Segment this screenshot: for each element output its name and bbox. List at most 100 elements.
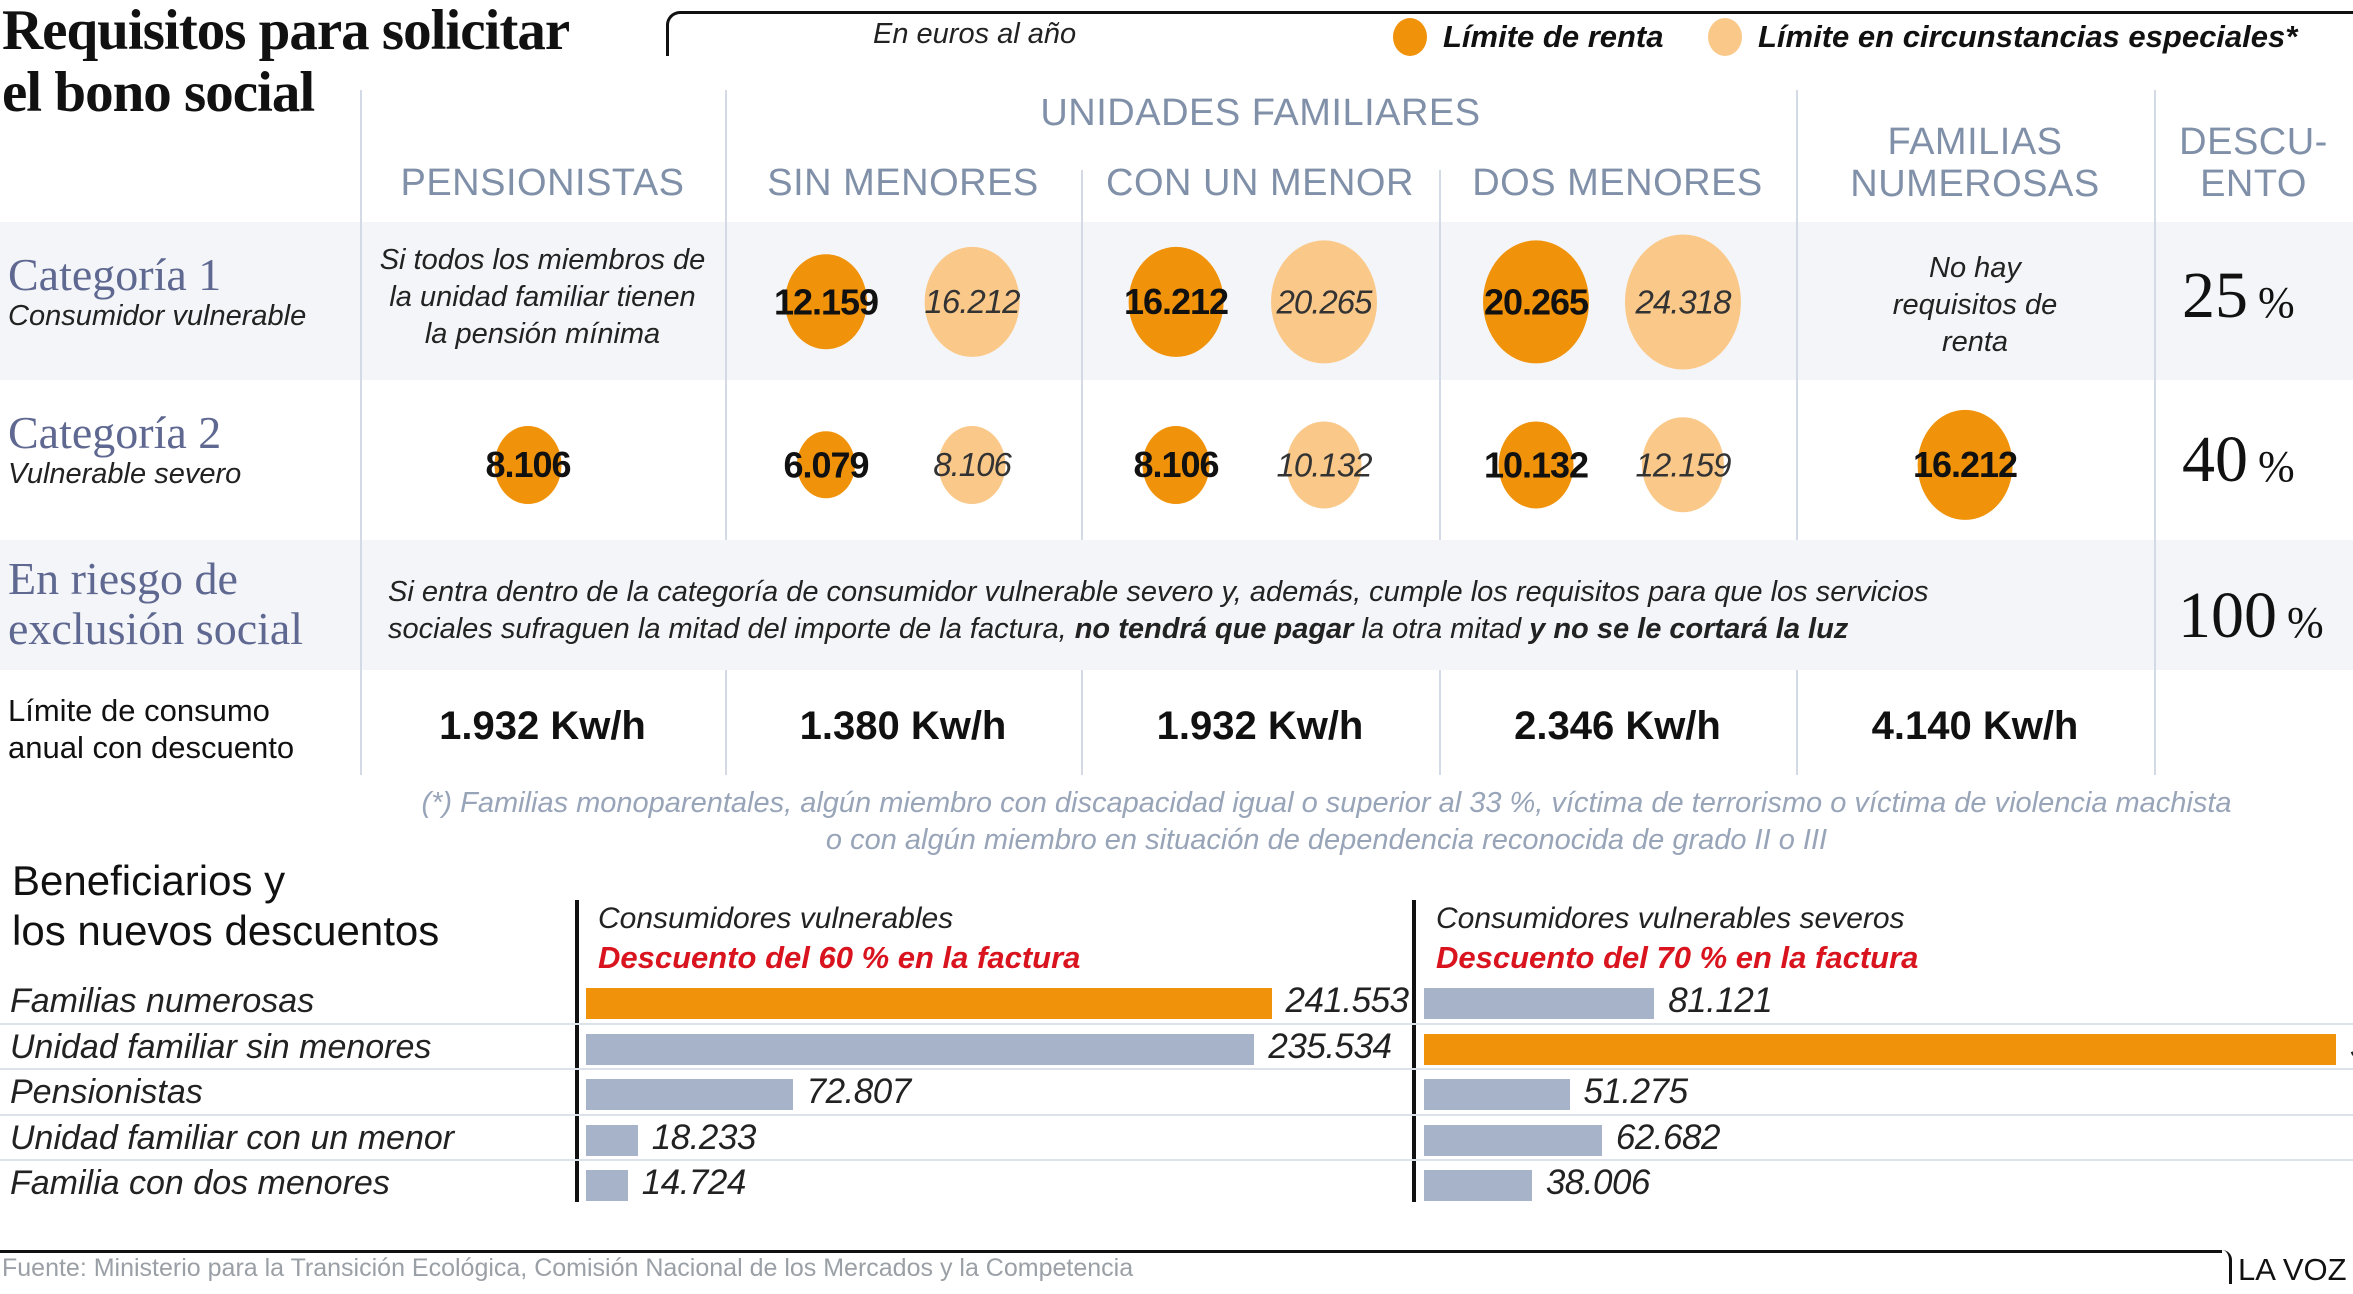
title-line-1: Requisitos para solicitar [2, 0, 570, 62]
col-header-descuento: DESCU- ENTO [2154, 121, 2353, 205]
kwh-pensionistas: 1.932 Kw/h [439, 704, 646, 748]
source-note: Fuente: Ministerio para la Transición Ec… [2, 1254, 1134, 1282]
cat1-title: Categoría 1 [8, 249, 222, 300]
bubble-cat2-dos-menores-especial: 12.159 [1636, 417, 1731, 513]
row-separator [0, 1114, 2353, 1116]
text-line: requisitos de [1892, 289, 2058, 321]
text-line: la unidad familiar tienen [389, 281, 696, 313]
kwh-sin-menores: 1.380 Kw/h [799, 704, 1007, 748]
panel2-title: Consumidores vulnerables severos [1436, 902, 1905, 935]
bubble-label: 20.265 [1276, 282, 1373, 320]
header-frame [666, 11, 2353, 56]
panel1-subtitle: Descuento del 60 % en la factura [598, 940, 1081, 975]
pct-sign: % [2287, 598, 2324, 647]
bubble-label: 6.079 [783, 443, 869, 485]
bubble-label: 12.159 [1635, 445, 1732, 483]
divider [1081, 670, 1083, 775]
kwh-familias-numerosas: 4.140 Kw/h [1871, 704, 2079, 748]
pct-value: 100 [2178, 579, 2277, 652]
text-line: la pensión mínima [424, 318, 661, 350]
panel2-bar-value: 38.006 [1545, 1163, 1651, 1202]
bubble-cat2-familias-numerosas-limite: 16.212 [1913, 409, 2018, 521]
beneficiarios-title: Beneficiarios y los nuevos descuentos [12, 856, 439, 956]
pct-sign: % [2258, 278, 2295, 327]
divider [725, 670, 727, 775]
row-separator [0, 1023, 2353, 1025]
col-header-dos-menores: DOS MENORES [1472, 162, 1763, 204]
beneficiarios-title-line: Beneficiarios y [12, 857, 286, 904]
bubble-cat2-sin-menores-limite: 6.079 [783, 431, 870, 499]
bubble-cat2-con-un-menor-especial: 10.132 [1277, 421, 1372, 509]
panel1-bar-value: 18.233 [651, 1118, 757, 1157]
panel1-bar [586, 988, 1272, 1019]
bubble-cat1-dos-menores-limite: 20.265 [1483, 240, 1589, 364]
consumo-label: Límite de consumo anual con descuento [8, 692, 294, 766]
text-line: No hay [1929, 252, 2021, 284]
bar-category-label: Familias numerosas [10, 982, 315, 1020]
col-header-pensionistas: PENSIONISTAS [400, 162, 685, 204]
panel1-bar-value: 72.807 [806, 1072, 912, 1111]
footnote: (*) Familias monoparentales, algún miemb… [300, 785, 2353, 859]
pct-sign: % [2258, 442, 2295, 491]
col-header-line: NUMEROSAS [1850, 163, 2100, 205]
cat1-subtitle: Consumidor vulnerable [8, 300, 307, 332]
panel1-axis [575, 900, 579, 1202]
legend-dot-icon [1393, 18, 1427, 56]
divider [360, 90, 362, 775]
bubble-cat1-sin-menores-limite: 12.159 [774, 254, 879, 350]
bar-category-label: Unidad familiar con un menor [10, 1119, 455, 1157]
panel2-bar [1424, 1079, 1570, 1110]
bubble-label: 16.212 [924, 283, 1021, 320]
bubble-cat2-sin-menores-especial: 8.106 [933, 426, 1012, 504]
legend-label: Límite de renta [1443, 19, 1664, 54]
text-span: la otra mitad [1353, 613, 1530, 645]
divider [1081, 170, 1083, 540]
panel1-bar [586, 1125, 638, 1156]
col-header-sin-menores: SIN MENORES [767, 162, 1039, 204]
legend-item-limite-renta: Límite de renta [1393, 18, 1664, 56]
bubble-cat2-con-un-menor-limite: 8.106 [1133, 426, 1220, 504]
riesgo-text: Si entra dentro de la categoría de consu… [388, 574, 1929, 648]
col-header-line: DESCU- [2179, 121, 2328, 163]
panel1-bar [586, 1170, 628, 1201]
divider [1439, 170, 1441, 540]
bubble-label: 24.318 [1635, 283, 1732, 320]
text-line: Si todos los miembros de [379, 244, 706, 276]
cat2-descuento: 40% [2182, 422, 2295, 498]
footer-rule [0, 1250, 2222, 1253]
riesgo-text-line: sociales sufraguen la mitad del importe … [388, 611, 1929, 648]
riesgo-title-line: En riesgo de [8, 553, 238, 604]
bubble-cat1-con-un-menor-especial: 20.265 [1271, 240, 1377, 364]
beneficiarios-title-line: los nuevos descuentos [12, 907, 440, 954]
panel1-bar [586, 1079, 793, 1110]
pct-value: 25 [2182, 259, 2248, 332]
panel2-bar [1424, 1170, 1532, 1201]
consumo-label-line: Límite de consumo [8, 693, 270, 728]
pct-value: 40 [2182, 423, 2248, 496]
cat2-label: Categoría 2 Vulnerable severo [8, 408, 241, 491]
group-header: UNIDADES FAMILIARES [1040, 92, 1481, 134]
bubble-cat1-sin-menores-especial: 16.212 [924, 246, 1021, 358]
bubble-label: 12.159 [773, 280, 879, 322]
text-span: sociales sufraguen la mitad del importe … [388, 613, 1075, 645]
riesgo-text-line: Si entra dentro de la categoría de consu… [388, 576, 1929, 608]
footnote-line: o con algún miembro en situación de depe… [825, 824, 1828, 856]
bar-category-label: Pensionistas [10, 1073, 203, 1111]
row-separator [0, 1068, 2353, 1070]
bubble-label: 16.212 [1912, 444, 2018, 485]
bubble-label: 8.106 [1133, 444, 1219, 485]
bubble-cat1-dos-menores-especial: 24.318 [1624, 234, 1742, 370]
brand-logo: LA VOZ [2238, 1252, 2347, 1287]
legend-item-circunstancias: Límite en circunstancias especiales* [1708, 18, 2297, 56]
unit-note: En euros al año [873, 18, 1077, 50]
legend-dot-icon [1708, 18, 1742, 56]
panel2-axis [1412, 900, 1416, 1202]
row-bg-riesgo [0, 540, 2353, 670]
bar-category-label: Unidad familiar sin menores [10, 1028, 432, 1066]
col-header-familias-numerosas: FAMILIAS NUMEROSAS [1796, 121, 2154, 205]
panel2-bar-value: 321.360 [2350, 1027, 2353, 1067]
panel1-bar-value: 14.724 [641, 1163, 747, 1202]
panel1-bar [586, 1034, 1255, 1065]
panel2-bar-value: 62.682 [1615, 1118, 1721, 1157]
consumo-label-line: anual con descuento [8, 730, 295, 765]
